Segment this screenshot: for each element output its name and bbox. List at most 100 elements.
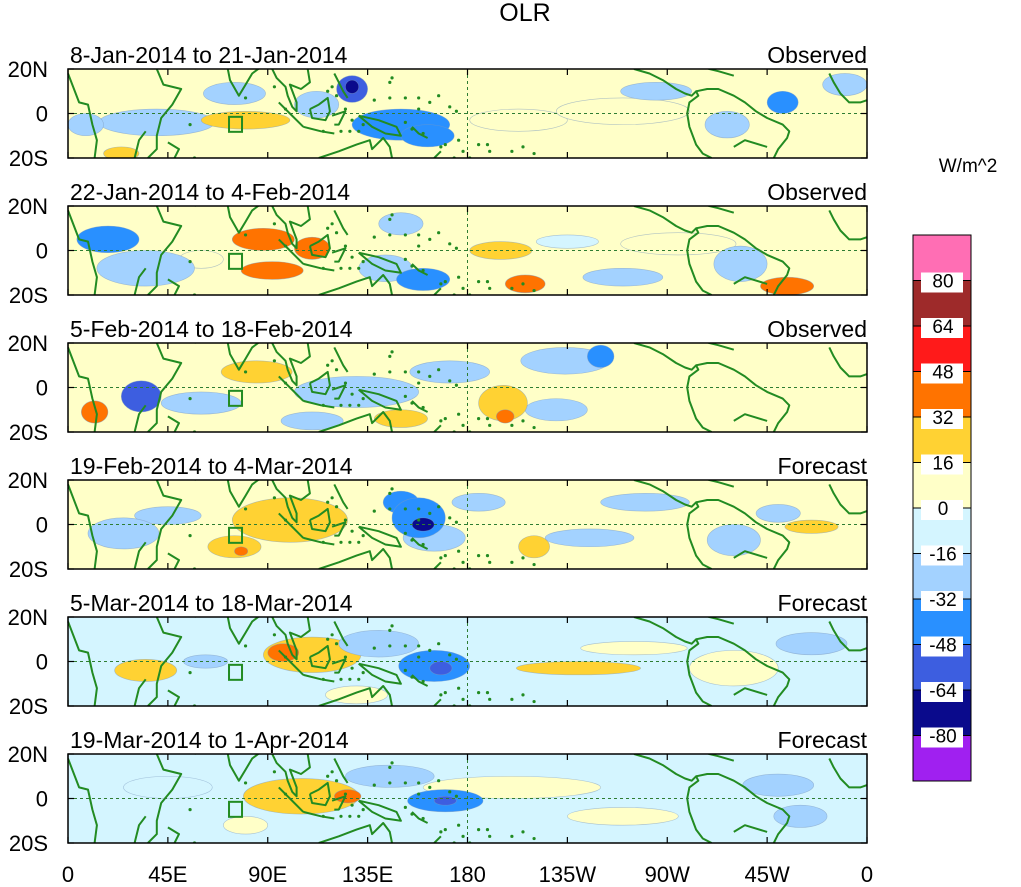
island: [532, 288, 536, 293]
island: [410, 264, 414, 268]
island: [454, 794, 459, 798]
anomaly-contour: [203, 82, 266, 105]
coastline: [133, 404, 147, 432]
anomaly-contour: [689, 650, 779, 687]
island: [339, 403, 343, 407]
coastline: [167, 278, 180, 295]
island: [410, 401, 414, 405]
island: [403, 668, 407, 673]
island: [348, 129, 352, 133]
island: [454, 246, 459, 250]
island: [439, 556, 443, 560]
island: [357, 814, 361, 818]
island: [372, 372, 376, 376]
coastline: [147, 480, 183, 569]
island: [454, 520, 459, 524]
panel: 20N 0 20S 19-Feb-2014 to 4-Mar-2014 Forecast: [8, 453, 868, 582]
y-tick-label: 20N: [8, 194, 48, 219]
coastline: [271, 69, 311, 113]
island: [283, 792, 288, 796]
colorbar-label: 48: [932, 363, 953, 384]
island: [410, 675, 414, 679]
island: [343, 518, 348, 522]
coastline: [318, 274, 393, 295]
coastline: [358, 251, 402, 274]
island: [283, 107, 288, 111]
coastline: [308, 781, 331, 807]
colorbar-label-bg: [921, 727, 963, 748]
coastline: [433, 698, 442, 706]
island: [428, 785, 432, 789]
island: [321, 403, 325, 407]
island: [388, 354, 392, 358]
anomaly-contour: [784, 519, 839, 534]
anomaly-contour: [334, 789, 362, 804]
island: [428, 648, 432, 652]
coastline: [278, 512, 305, 539]
coastline: [308, 370, 331, 396]
island: [339, 677, 343, 681]
coastline: [318, 548, 393, 569]
coastline: [695, 88, 791, 158]
island: [388, 781, 392, 785]
island: [243, 644, 248, 648]
coastline: [194, 343, 260, 371]
coastline: [133, 678, 147, 706]
coastline: [358, 114, 402, 137]
island: [357, 129, 361, 133]
island: [343, 655, 348, 659]
x-tick-label: 0: [861, 862, 873, 887]
island: [334, 642, 339, 646]
coastline: [271, 343, 311, 387]
coastline: [633, 480, 713, 569]
island: [461, 560, 465, 564]
panel-kind: Forecast: [778, 727, 868, 753]
figure-title: OLR: [499, 0, 550, 27]
coastline: [147, 206, 183, 295]
island: [334, 505, 339, 509]
island: [343, 107, 348, 111]
island: [461, 697, 465, 701]
island: [485, 554, 490, 558]
island: [443, 417, 447, 421]
island: [443, 143, 447, 147]
island: [348, 814, 352, 818]
island: [417, 96, 421, 100]
island: [437, 231, 441, 235]
coastline: [358, 799, 402, 822]
island: [390, 213, 394, 217]
island: [488, 697, 492, 701]
y-tick-label: 0: [36, 787, 48, 812]
coastline: [411, 400, 429, 413]
colorbar-label: 64: [932, 317, 954, 338]
island: [461, 423, 465, 427]
island: [361, 534, 365, 538]
island: [388, 80, 392, 84]
island: [521, 693, 525, 697]
anomaly-contour: [451, 493, 506, 512]
island: [321, 129, 325, 133]
coastline: [303, 262, 335, 272]
island: [188, 123, 192, 127]
island: [421, 131, 425, 136]
island: [439, 693, 443, 697]
anomaly-contour: [396, 267, 451, 291]
coastline: [68, 347, 98, 432]
coastline: [194, 754, 260, 782]
colorbar: W/m^2 80 64 48 32 16 0 -16 -32 -48 -64 -80: [912, 156, 997, 782]
island: [457, 412, 461, 416]
coastline: [633, 343, 713, 432]
coastline: [147, 69, 183, 158]
island: [330, 222, 334, 226]
panel-period: 5-Feb-2014 to 18-Feb-2014: [70, 316, 353, 342]
coastline: [271, 206, 311, 250]
coastline: [358, 525, 402, 548]
island: [532, 562, 536, 567]
island: [428, 237, 432, 241]
anomaly-contour: [345, 764, 435, 788]
coastline: [333, 758, 349, 784]
coastline: [303, 125, 335, 135]
coastline: [308, 507, 331, 533]
coastline: [194, 480, 260, 508]
island: [476, 417, 481, 421]
